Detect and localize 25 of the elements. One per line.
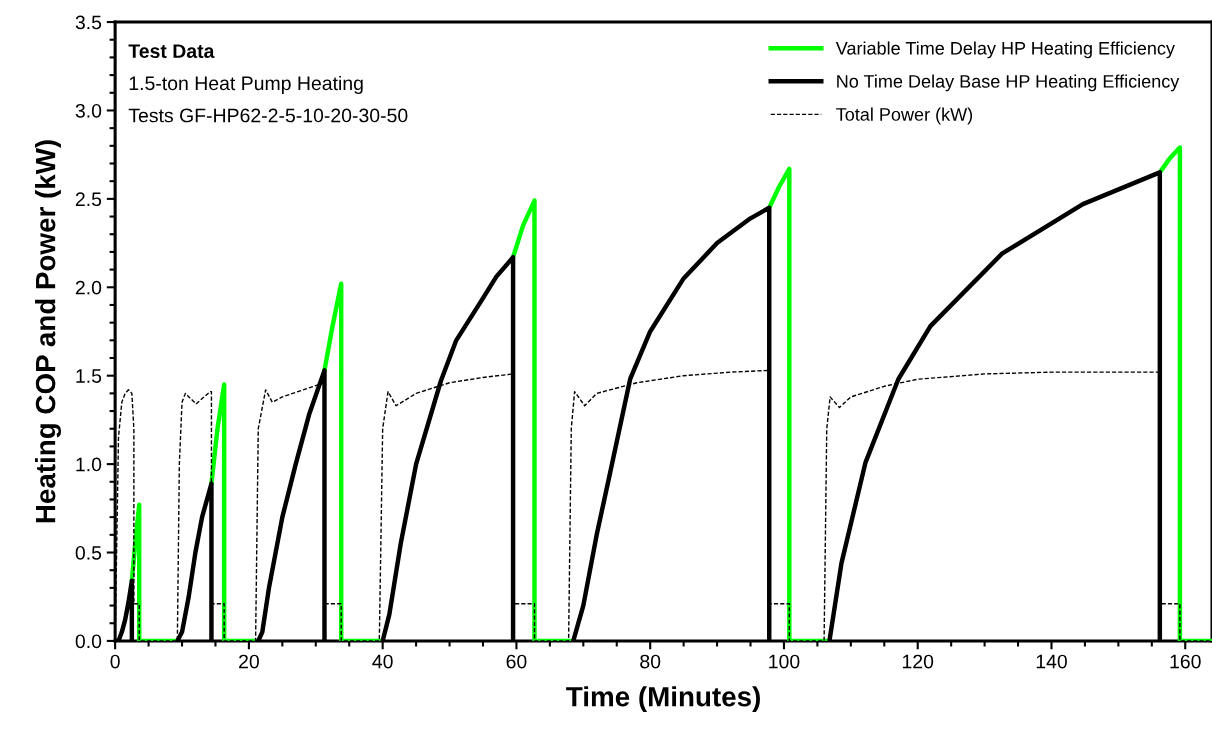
x-tick-label: 40 [372, 654, 393, 669]
x-tick-label: 60 [506, 654, 527, 669]
legend-label: No Time Delay Base HP Heating Efficiency [837, 74, 1180, 92]
annotation: 1.5-ton Heat Pump Heating [129, 75, 363, 95]
legend-label: Total Power (kW) [836, 107, 973, 125]
y-tick-label: 2.0 [75, 280, 102, 295]
x-tick-label: 80 [640, 654, 661, 669]
y-tick-label: 1.5 [76, 369, 102, 383]
text: Test Data [128, 44, 215, 58]
y-tick-label: 3.5 [75, 15, 102, 30]
y-axis-title: Heating COP and Power (kW) [35, 140, 62, 523]
x-tick-label: 160 [1170, 654, 1201, 669]
x-axis-title: Time (Minutes) [566, 686, 760, 713]
y-tick-label: 0.0 [75, 634, 102, 649]
annotation: Tests GF-HP62-2-5-10-20-30-50 [128, 108, 408, 123]
y-tick-label: 3.0 [75, 103, 102, 118]
x-tick-label: 0 [110, 654, 120, 669]
x-tick-label: 140 [1036, 654, 1067, 669]
x-tick-label: 100 [769, 654, 800, 669]
legend-label: Variable Time Delay HP Heating Efficiency [835, 41, 1175, 59]
y-tick-label: 1.0 [76, 457, 102, 472]
y-tick-label: 2.5 [75, 192, 102, 207]
x-tick-label: 20 [239, 654, 259, 669]
x-tick-label: 120 [902, 654, 934, 669]
y-tick-label: 0.5 [75, 545, 102, 560]
